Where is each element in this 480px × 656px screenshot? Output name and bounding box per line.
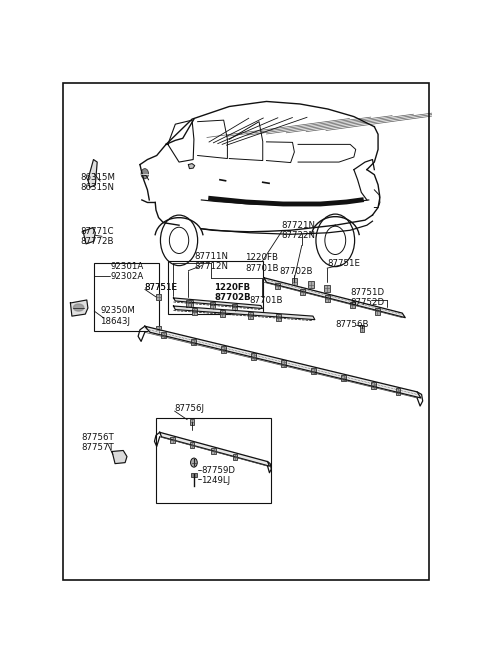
Bar — [325, 295, 330, 302]
Bar — [210, 302, 215, 309]
Text: 87756B: 87756B — [335, 320, 369, 329]
Bar — [192, 473, 196, 477]
Text: 86315M
86315N: 86315M 86315N — [81, 173, 116, 192]
Bar — [300, 289, 305, 295]
Bar — [233, 454, 238, 460]
Bar — [248, 312, 252, 319]
Text: 87756J: 87756J — [175, 403, 204, 413]
Bar — [220, 310, 225, 317]
Bar — [281, 361, 286, 367]
Polygon shape — [173, 306, 315, 319]
Bar — [375, 308, 380, 315]
Text: 87711N
87712N: 87711N 87712N — [194, 252, 228, 272]
Polygon shape — [264, 277, 405, 318]
Bar — [170, 437, 175, 443]
Text: 92350M
18643J: 92350M 18643J — [100, 306, 135, 326]
Polygon shape — [112, 451, 127, 464]
Polygon shape — [88, 159, 97, 188]
Polygon shape — [145, 326, 421, 398]
Polygon shape — [173, 298, 263, 308]
Bar — [156, 418, 271, 503]
Bar — [186, 300, 191, 307]
Bar — [371, 382, 376, 389]
Bar — [396, 388, 400, 395]
Text: 1220FB
87701B: 1220FB 87701B — [245, 253, 279, 273]
Bar — [192, 308, 197, 315]
Bar — [161, 331, 166, 338]
Text: 87771C
87772B: 87771C 87772B — [81, 226, 114, 246]
Bar — [309, 281, 314, 289]
Bar — [324, 285, 330, 292]
Text: 87751D
87752D: 87751D 87752D — [350, 288, 384, 307]
Bar — [221, 346, 226, 352]
Bar — [192, 338, 196, 345]
Bar — [190, 442, 194, 448]
Text: 87751E: 87751E — [145, 283, 178, 293]
Circle shape — [141, 169, 148, 178]
Bar — [276, 314, 280, 321]
Polygon shape — [160, 432, 269, 466]
Text: 87756T
87757T: 87756T 87757T — [82, 433, 114, 452]
Bar — [252, 353, 256, 360]
Bar — [275, 283, 280, 289]
Bar — [341, 375, 346, 382]
Bar — [156, 294, 161, 300]
Bar — [94, 263, 159, 331]
Text: 92301A
92302A: 92301A 92302A — [110, 262, 144, 281]
Bar — [189, 300, 193, 307]
Bar — [168, 260, 263, 314]
Text: 87751E: 87751E — [145, 283, 178, 293]
Text: 87751E: 87751E — [327, 258, 360, 268]
Text: 87759D
1249LJ: 87759D 1249LJ — [202, 466, 235, 485]
Bar — [311, 368, 316, 375]
Polygon shape — [71, 300, 88, 316]
Bar — [232, 304, 237, 310]
Text: 87702B: 87702B — [279, 267, 313, 276]
Bar — [211, 448, 216, 454]
Text: 87701B: 87701B — [250, 297, 283, 306]
Bar — [292, 278, 297, 285]
Bar — [360, 325, 364, 331]
Text: 1220FB
87702B: 1220FB 87702B — [215, 283, 251, 302]
Bar — [350, 302, 355, 308]
Polygon shape — [83, 228, 96, 244]
Ellipse shape — [73, 304, 84, 311]
Bar — [156, 327, 161, 334]
Bar — [190, 419, 194, 426]
Text: 87721N
87722N: 87721N 87722N — [281, 220, 315, 240]
Polygon shape — [188, 163, 195, 169]
Circle shape — [191, 458, 197, 467]
